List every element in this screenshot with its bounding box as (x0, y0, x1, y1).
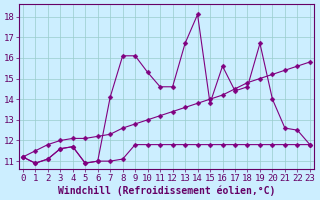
X-axis label: Windchill (Refroidissement éolien,°C): Windchill (Refroidissement éolien,°C) (58, 185, 275, 196)
